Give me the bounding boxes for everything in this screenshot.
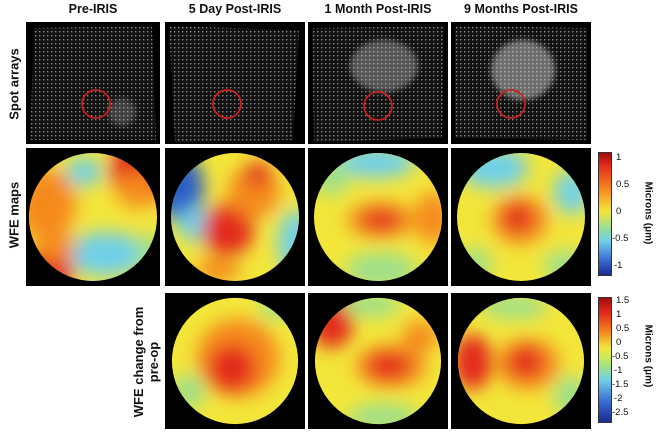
- colorbar-2-tick: 0.5: [616, 323, 630, 334]
- row-label-wfe-change: WFE change from pre-op: [131, 307, 161, 418]
- colorbar-2-tick: -1.5: [612, 379, 629, 390]
- wfe-map-5-day: [165, 148, 305, 286]
- spot-array-1-month: [308, 22, 448, 144]
- colorbar-1-tick: 0.5: [616, 179, 630, 190]
- column-title-9-months: 9 Months Post-IRIS: [464, 2, 578, 16]
- row-label-spot-arrays: Spot arrays: [6, 48, 22, 120]
- colorbar-2-tick: -2.5: [612, 407, 629, 418]
- wfe-map-9-months: [451, 148, 591, 286]
- wfe-map-1-month: [308, 148, 448, 286]
- column-title-1-month: 1 Month Post-IRIS: [324, 2, 432, 16]
- wfe-change-9-months: [451, 293, 591, 429]
- column-title-5-day: 5 Day Post-IRIS: [188, 2, 282, 16]
- colorbar-2-tick: 1: [616, 309, 622, 320]
- wfe-change-5-day: [165, 293, 305, 429]
- colorbar-wfe-change: [598, 297, 612, 423]
- region-circle: [363, 91, 393, 121]
- colorbar-1-tick: 1: [616, 152, 622, 163]
- column-title-pre-iris: Pre-IRIS: [68, 2, 118, 16]
- colorbar-1-tick: -0.5: [612, 233, 629, 244]
- row-label-wfe-maps: WFE maps: [6, 181, 22, 249]
- region-circle: [212, 89, 242, 119]
- colorbar-1-unit: Microns (μm): [642, 181, 654, 245]
- region-circle: [81, 89, 111, 119]
- colorbar-2-tick: 1.5: [616, 295, 630, 306]
- colorbar-2-tick: -2: [614, 393, 623, 404]
- row-label-wfe-change-line2: pre-op: [146, 341, 161, 383]
- colorbar-2-tick: 0: [616, 337, 622, 348]
- colorbar-2-tick: -0.5: [612, 351, 629, 362]
- spot-array-9-months: [451, 22, 591, 144]
- region-circle: [496, 89, 526, 119]
- colorbar-1-tick: 0: [616, 206, 622, 217]
- wfe-change-1-month: [308, 293, 448, 429]
- colorbar-1-tick: -1: [614, 260, 623, 271]
- colorbar-2-unit: Microns (μm): [642, 324, 654, 388]
- spot-array-pre-iris: [26, 22, 160, 144]
- colorbar-wfe-maps: [598, 152, 612, 276]
- wfe-map-pre-iris: [26, 148, 160, 286]
- spot-array-5-day: [165, 22, 305, 144]
- row-label-wfe-change-line1: WFE change from: [131, 306, 146, 418]
- colorbar-2-tick: -1: [614, 365, 623, 376]
